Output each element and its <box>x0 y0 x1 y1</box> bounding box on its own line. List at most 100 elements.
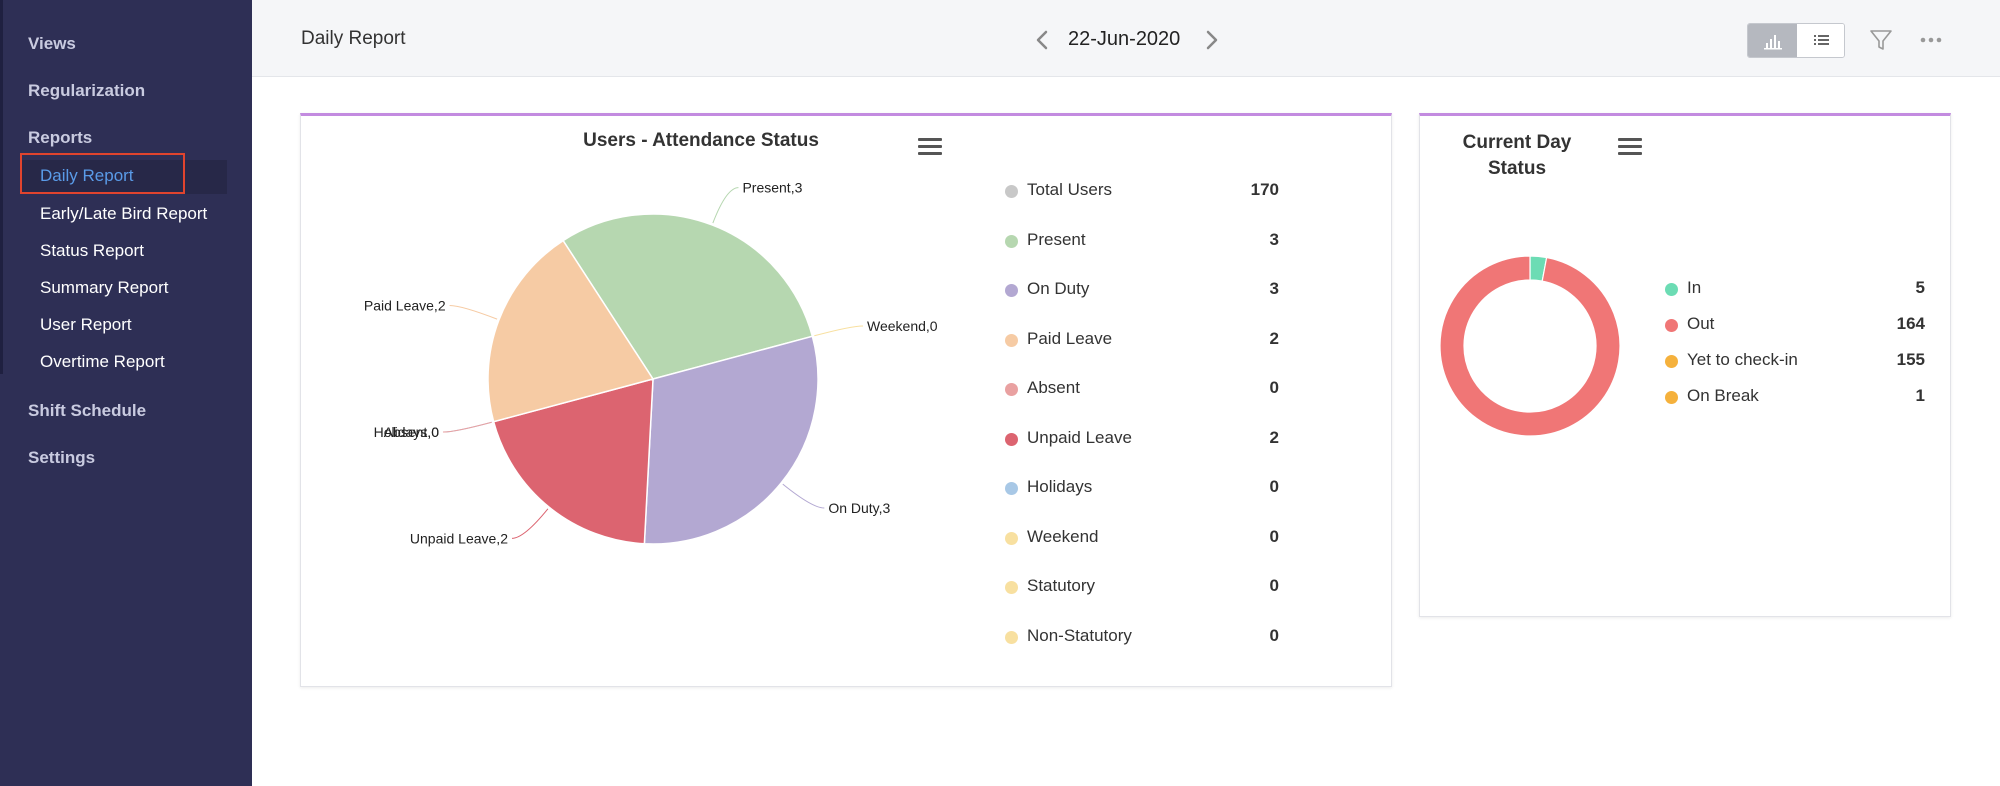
legend-label: Unpaid Leave <box>1027 427 1132 447</box>
chart-view-button[interactable] <box>1748 24 1797 57</box>
chevron-right-icon[interactable] <box>1200 24 1224 56</box>
legend-marker <box>1005 383 1018 396</box>
legend-label: On Break <box>1687 386 1759 405</box>
legend-marker <box>1005 581 1018 594</box>
sidebar-item-shift-schedule[interactable]: Shift Schedule <box>28 401 147 420</box>
pie-slice-unpaid-leave[interactable] <box>492 378 654 545</box>
legend-label: Yet to check-in <box>1687 350 1798 369</box>
pie-label-present: Present,3 <box>742 180 802 196</box>
pie-label-holidays: Holidays,0 <box>374 424 440 440</box>
legend-value: 0 <box>1269 625 1279 645</box>
legend-label: Out <box>1687 314 1715 333</box>
legend-label: Absent <box>1027 378 1080 397</box>
legend-label: Total Users <box>1027 180 1113 199</box>
pie-slice-on-duty[interactable] <box>643 335 819 545</box>
legend-marker <box>1005 333 1018 347</box>
sidebar-edge <box>0 0 3 374</box>
legend-marker <box>1005 185 1018 198</box>
pie-connector-unpaid-leave <box>511 508 549 539</box>
legend-label: In <box>1687 278 1702 297</box>
pie-label-on-duty: On Duty,3 <box>828 500 890 516</box>
status-card-title: Current Day Status <box>1430 130 1604 182</box>
legend-label: Weekend <box>1027 526 1099 546</box>
chevron-left-icon[interactable] <box>1030 24 1054 56</box>
legend-value: 3 <box>1269 229 1279 249</box>
top-bar <box>252 0 2000 77</box>
status-card-title-line2: Status <box>1487 158 1547 179</box>
sidebar-item-early-late-bird-report[interactable]: Early/Late Bird Report <box>40 204 208 223</box>
legend-label: On Duty <box>1027 279 1090 298</box>
legend-item-total-users[interactable]: Total Users 170 <box>1005 179 1279 203</box>
legend-marker <box>1005 284 1018 297</box>
legend-value: 1 <box>1915 386 1925 405</box>
legend-item-in[interactable]: In 5 <box>1665 277 1925 301</box>
legend-item-paid-leave[interactable]: Paid Leave 2 <box>1005 328 1279 352</box>
legend-item-holidays[interactable]: Holidays 0 <box>1005 476 1279 500</box>
legend-value: 3 <box>1269 279 1279 298</box>
active-item-highlight <box>22 160 227 194</box>
view-toggle <box>1747 23 1845 58</box>
list-icon <box>1814 35 1829 45</box>
legend-marker <box>1665 319 1678 332</box>
legend-marker <box>1005 482 1018 495</box>
pie-label-weekend: Weekend,0 <box>867 318 938 334</box>
legend-value: 155 <box>1896 350 1925 369</box>
legend-label: Statutory <box>1027 576 1096 595</box>
legend-item-on-duty[interactable]: On Duty 3 <box>1005 278 1279 302</box>
pie-connector-weekend <box>814 325 864 337</box>
current-date[interactable]: 22-Jun-2020 <box>1068 28 1181 50</box>
pie-label-unpaid-leave: Unpaid Leave,2 <box>410 530 508 546</box>
current-day-donut-chart <box>1439 255 1621 437</box>
pie-connector-absent <box>442 421 492 433</box>
bar-chart-icon <box>1764 35 1782 50</box>
legend-marker <box>1665 283 1678 296</box>
donut-slice-out[interactable] <box>1439 255 1621 437</box>
legend-item-yet-to-check-in[interactable]: Yet to check-in 155 <box>1665 349 1925 373</box>
filter-icon[interactable] <box>1868 27 1894 53</box>
hamburger-icon[interactable] <box>918 138 942 158</box>
legend-value: 170 <box>1250 180 1279 199</box>
legend-value: 164 <box>1896 314 1925 333</box>
legend-item-present[interactable]: Present 3 <box>1005 229 1279 253</box>
sidebar-item-summary-report[interactable]: Summary Report <box>40 278 169 297</box>
sidebar-item-daily-report[interactable]: Daily Report <box>40 166 134 185</box>
sidebar-item-regularization[interactable]: Regularization <box>28 81 146 100</box>
list-view-button[interactable] <box>1797 24 1844 57</box>
attendance-pie-chart: Present,3 Weekend,0 On Duty,3 Unpaid Leave,… <box>364 180 938 547</box>
legend-value: 0 <box>1269 378 1279 397</box>
attendance-status-card: Users - Attendance Status Present,3 Weeke… <box>300 113 1392 687</box>
date-navigator: 22-Jun-2020 <box>1030 24 1220 56</box>
active-item-outline <box>20 153 185 194</box>
legend-marker <box>1005 630 1018 644</box>
pie-slice-paid-leave[interactable] <box>487 239 655 423</box>
sidebar-item-overtime-report[interactable]: Overtime Report <box>40 352 165 371</box>
pie-connector-paid-leave <box>449 305 498 320</box>
pie-slices <box>487 213 819 545</box>
legend-item-weekend[interactable]: Weekend 0 <box>1005 526 1279 550</box>
legend-item-on-break[interactable]: On Break 1 <box>1665 385 1925 409</box>
legend-label: Non-Statutory <box>1027 625 1132 645</box>
legend-label: Paid Leave <box>1027 328 1113 348</box>
legend-item-non-statutory[interactable]: Non-Statutory 0 <box>1005 625 1279 649</box>
legend-value: 5 <box>1915 278 1925 297</box>
more-icon[interactable] <box>1918 30 1944 50</box>
page-title: Daily Report <box>301 28 406 49</box>
legend-value: 0 <box>1269 477 1279 496</box>
sidebar-item-settings[interactable]: Settings <box>28 448 96 467</box>
legend-item-out[interactable]: Out 164 <box>1665 313 1925 337</box>
sidebar-item-views[interactable]: Views <box>28 34 76 53</box>
pie-slice-present[interactable] <box>562 213 814 380</box>
hamburger-icon[interactable] <box>1618 138 1642 158</box>
legend-item-absent[interactable]: Absent 0 <box>1005 377 1279 401</box>
pie-connector-present <box>712 187 739 224</box>
legend-marker <box>1005 432 1018 446</box>
sidebar-item-reports[interactable]: Reports <box>28 128 93 147</box>
legend-label: Present <box>1027 229 1086 249</box>
legend-item-unpaid-leave[interactable]: Unpaid Leave 2 <box>1005 427 1279 451</box>
legend-marker <box>1665 355 1678 368</box>
sidebar-item-user-report[interactable]: User Report <box>40 315 132 334</box>
attendance-card-title: Users - Attendance Status <box>583 130 819 151</box>
legend-item-statutory[interactable]: Statutory 0 <box>1005 575 1279 599</box>
legend-label: Holidays <box>1027 477 1093 496</box>
sidebar-item-status-report[interactable]: Status Report <box>40 241 144 260</box>
